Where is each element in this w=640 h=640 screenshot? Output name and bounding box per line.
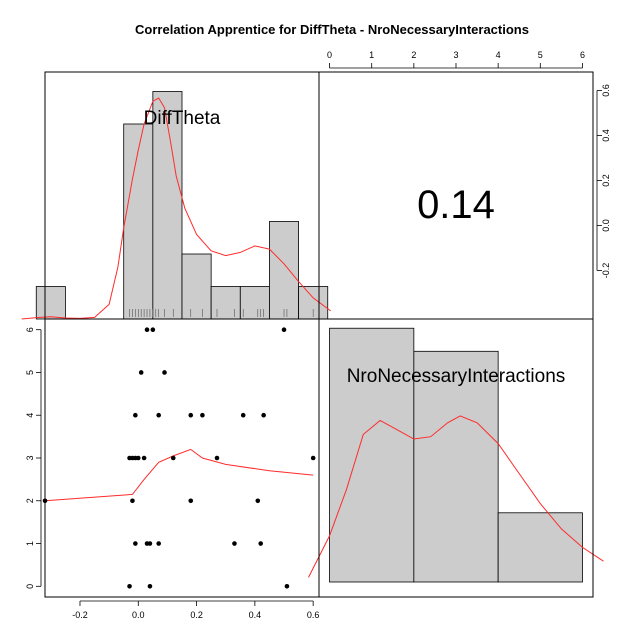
- scatter-point: [144, 327, 150, 332]
- tick-label-bottom: -0.2: [72, 610, 88, 620]
- tick-label-right: 0.4: [601, 129, 611, 142]
- tick-label-right: 0.6: [601, 84, 611, 97]
- hist-bar-nro: [329, 327, 415, 583]
- scatter-point: [147, 584, 153, 589]
- chart-title: Correlation Apprentice for DiffTheta - N…: [135, 22, 529, 37]
- scatter-point: [162, 370, 167, 375]
- scatter-point: [133, 541, 138, 546]
- hist-bar-difftheta: [123, 123, 154, 320]
- scatter-point: [232, 541, 237, 546]
- hist-bar-nro: [413, 350, 499, 583]
- tick-label-left: 5: [25, 370, 35, 375]
- scatter-point: [255, 498, 261, 504]
- hist-bar-difftheta: [181, 253, 212, 320]
- tick-label-left: 1: [25, 541, 35, 546]
- scatter-point: [240, 412, 246, 418]
- scatter-point: [130, 498, 135, 504]
- scatter-point: [127, 584, 132, 589]
- scatter-point: [261, 412, 266, 418]
- scatter-point: [156, 541, 161, 546]
- tick-label-bottom: 0.0: [132, 610, 145, 620]
- smoother-line: [44, 448, 314, 502]
- tick-label-top: 3: [453, 50, 458, 60]
- hist-bar-nro: [497, 512, 583, 583]
- tick-label-left: 4: [25, 413, 35, 418]
- tick-label-left: 6: [25, 327, 35, 332]
- hist-bar-difftheta: [152, 91, 183, 320]
- tick-label-right: -0.2: [601, 263, 611, 279]
- scatter-point: [150, 327, 156, 332]
- scatter-point: [188, 498, 194, 504]
- tick-label-bottom: 0.4: [249, 610, 262, 620]
- scatter-point: [141, 455, 147, 461]
- scatter-point: [188, 412, 194, 418]
- scatter-point: [147, 541, 153, 546]
- density-curve-difftheta: [21, 97, 331, 320]
- hist-bar-difftheta: [35, 286, 66, 320]
- scatter-point: [258, 541, 264, 546]
- scatter-point: [138, 370, 144, 375]
- scatter-point: [284, 584, 290, 589]
- tick-label-bottom: 0.2: [190, 610, 203, 620]
- scatter-point: [281, 327, 287, 332]
- tick-label-right: 0.0: [601, 219, 611, 232]
- tick-label-left: 0: [25, 584, 35, 589]
- panel-frame-bl: [44, 318, 320, 598]
- tick-label-right: 0.2: [601, 174, 611, 187]
- scatter-point: [170, 455, 176, 461]
- variable-label-difftheta: DiffTheta: [144, 108, 221, 129]
- correlation-value: 0.14: [417, 183, 495, 227]
- tick-label-top: 1: [369, 50, 374, 60]
- density-curve-nro: [308, 415, 604, 578]
- tick-label-top: 6: [580, 50, 585, 60]
- scatter-point: [214, 455, 220, 461]
- tick-label-left: 2: [25, 498, 35, 503]
- tick-label-bottom: 0.6: [307, 610, 320, 620]
- panels: DiffTheta 0.14 NroNecessaryInteractions -0.…: [21, 50, 611, 620]
- scatter-point: [133, 412, 138, 418]
- tick-label-left: 3: [25, 455, 35, 460]
- scatter-point: [156, 412, 161, 418]
- hist-bar-difftheta: [210, 286, 241, 320]
- hist-bar-difftheta: [239, 286, 270, 320]
- scatter-point: [200, 412, 205, 418]
- scatter-point: [135, 455, 141, 461]
- tick-label-top: 2: [411, 50, 416, 60]
- hist-bar-difftheta: [269, 221, 299, 320]
- scatter-point: [310, 455, 316, 461]
- tick-label-top: 5: [538, 50, 543, 60]
- tick-label-top: 0: [327, 50, 332, 60]
- panel-frame-br: [318, 318, 594, 598]
- variable-label-nro: NroNecessaryInteractions: [347, 366, 566, 387]
- tick-label-top: 4: [496, 50, 501, 60]
